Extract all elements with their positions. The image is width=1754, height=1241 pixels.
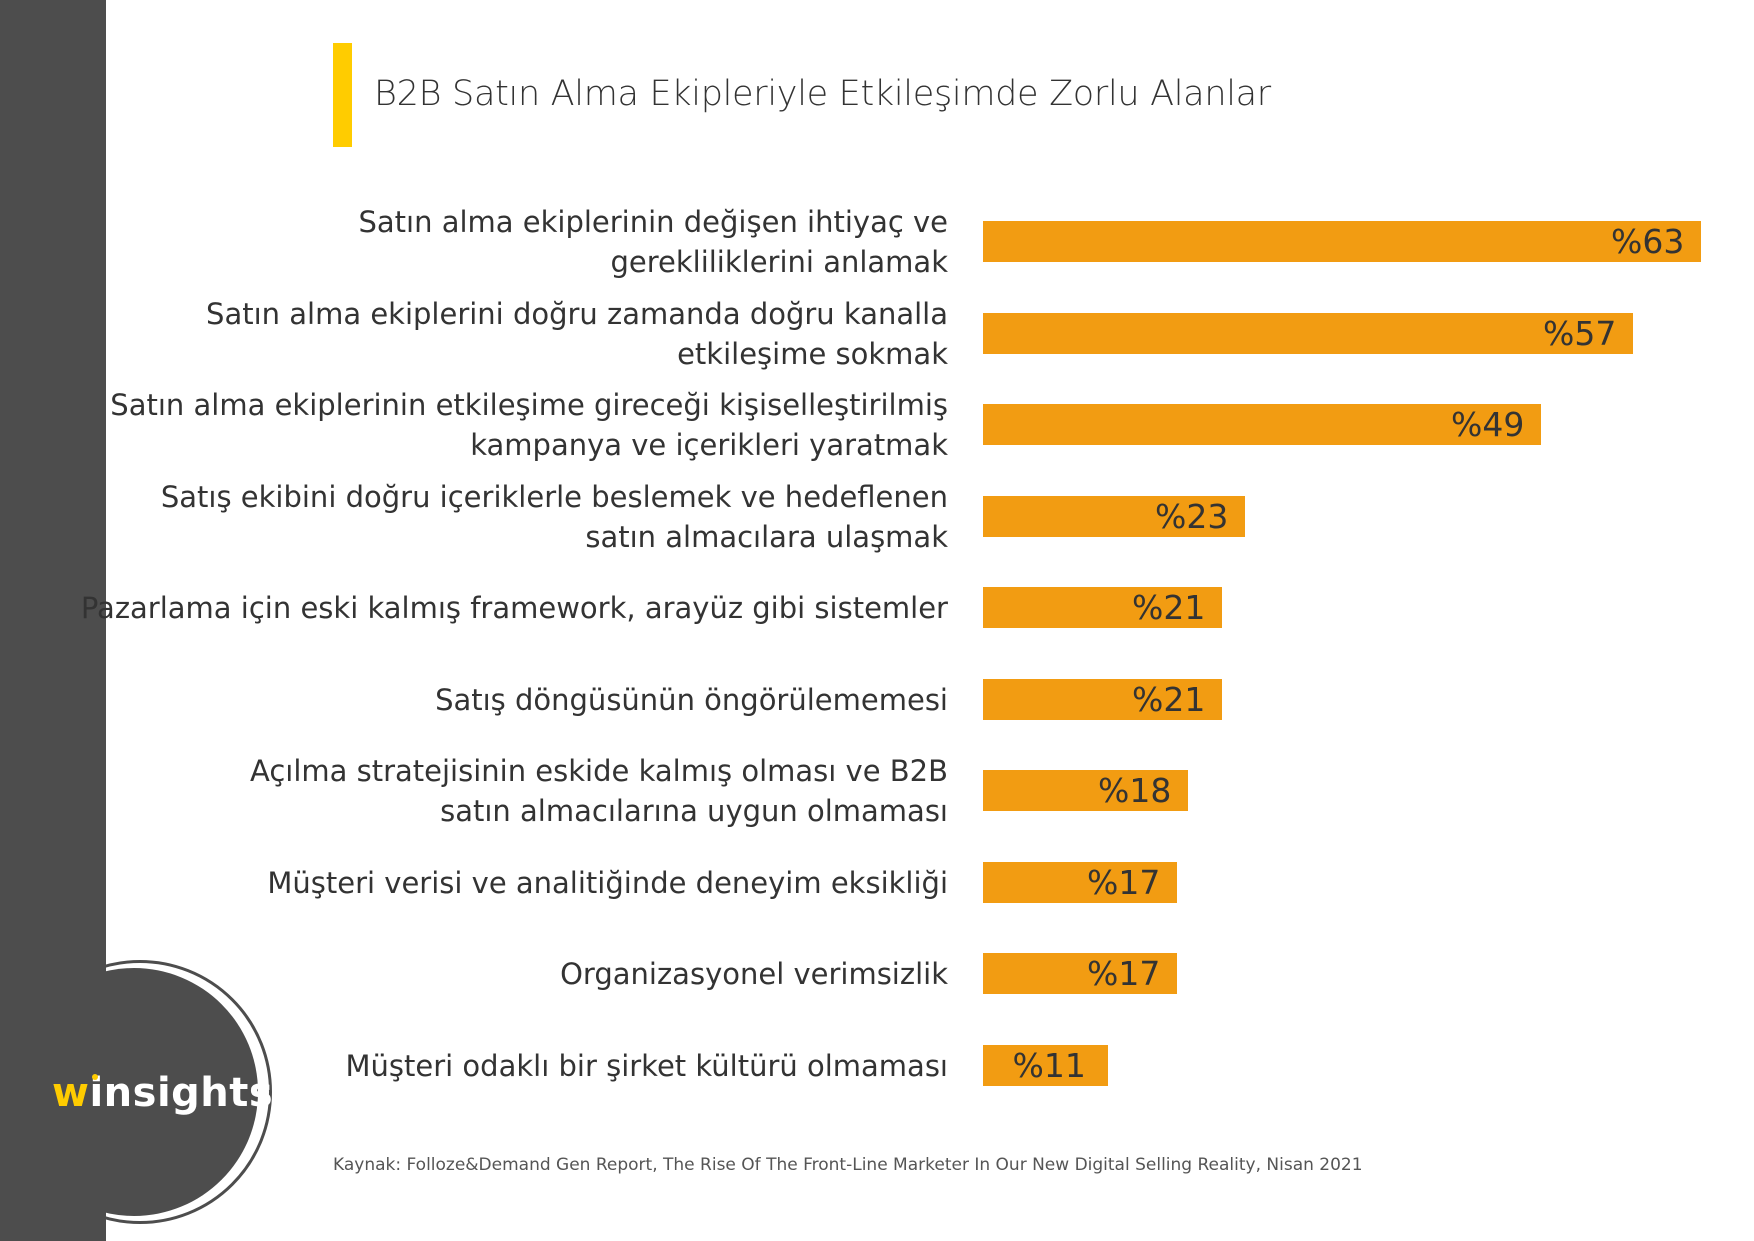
bar-value-label: %63	[1611, 222, 1685, 261]
category-label-line: Satış döngüsünün öngörülememesi	[435, 683, 948, 717]
bar-value-label: %18	[1098, 771, 1172, 810]
category-label-line: Organizasyonel verimsizlik	[560, 957, 948, 991]
category-label: Satış döngüsünün öngörülememesi	[435, 680, 948, 720]
sidebar-lower	[0, 960, 106, 1241]
category-label-line: satın almacılara ulaşmak	[585, 520, 948, 554]
category-label: Satış ekibini doğru içeriklerle beslemek…	[161, 477, 948, 557]
bar	[983, 953, 1177, 994]
category-label-line: Pazarlama için eski kalmış framework, ar…	[80, 591, 948, 625]
category-label: Satın alma ekiplerinin değişen ihtiyaç v…	[358, 202, 948, 282]
category-label: Satın alma ekiplerinin etkileşime girece…	[110, 385, 948, 465]
category-label: Pazarlama için eski kalmış framework, ar…	[81, 588, 948, 628]
logo: winsights	[52, 1070, 273, 1116]
logo-w: w	[52, 1070, 90, 1116]
bar-value-label: %57	[1543, 314, 1617, 353]
bar-value-label: %21	[1132, 588, 1206, 627]
logo-dot-icon	[92, 1074, 98, 1080]
bar-value-label: %21	[1132, 680, 1206, 719]
bar	[983, 679, 1222, 720]
category-label-line: gerekliliklerini anlamak	[610, 245, 948, 279]
bar-value-label: %17	[1087, 863, 1161, 902]
category-label-line: kampanya ve içerikleri yaratmak	[470, 428, 948, 462]
bar-value-label: %23	[1155, 497, 1229, 536]
bar	[983, 770, 1188, 811]
category-label-line: Açılma stratejisinin eskide kalmış olmas…	[249, 754, 948, 788]
source-note: Kaynak: Folloze&Demand Gen Report, The R…	[333, 1155, 1363, 1175]
category-label: Açılma stratejisinin eskide kalmış olmas…	[250, 751, 948, 831]
category-label: Organizasyonel verimsizlik	[560, 954, 948, 994]
title-accent-bar	[333, 43, 352, 147]
bar-value-label: %17	[1087, 954, 1161, 993]
bar	[983, 404, 1541, 445]
bar-value-label: %11	[1012, 1046, 1086, 1085]
category-label-line: Satın alma ekiplerini doğru zamanda doğr…	[206, 297, 948, 331]
category-label-line: Müşteri verisi ve analitiğinde deneyim e…	[267, 866, 948, 900]
bar	[983, 313, 1633, 354]
category-label-line: Satın alma ekiplerinin değişen ihtiyaç v…	[358, 205, 948, 239]
category-label-line: etkileşime sokmak	[677, 337, 948, 371]
bar	[983, 1045, 1108, 1086]
logo-insights: insights	[89, 1070, 274, 1116]
category-label-line: satın almacılarına uygun olmaması	[440, 794, 948, 828]
category-label: Müşteri verisi ve analitiğinde deneyim e…	[267, 863, 948, 903]
chart-title: B2B Satın Alma Ekipleriyle Etkileşimde Z…	[374, 74, 1271, 114]
category-label: Müşteri odaklı bir şirket kültürü olmama…	[346, 1046, 948, 1086]
bar	[983, 587, 1222, 628]
category-label-line: Müşteri odaklı bir şirket kültürü olmama…	[345, 1049, 948, 1083]
bar	[983, 862, 1177, 903]
bar	[983, 221, 1701, 262]
category-label-line: Satış ekibini doğru içeriklerle beslemek…	[160, 480, 948, 514]
bar-value-label: %49	[1451, 405, 1525, 444]
category-label: Satın alma ekiplerini doğru zamanda doğr…	[206, 294, 948, 374]
category-label-line: Satın alma ekiplerinin etkileşime girece…	[110, 388, 948, 422]
bar	[983, 496, 1245, 537]
